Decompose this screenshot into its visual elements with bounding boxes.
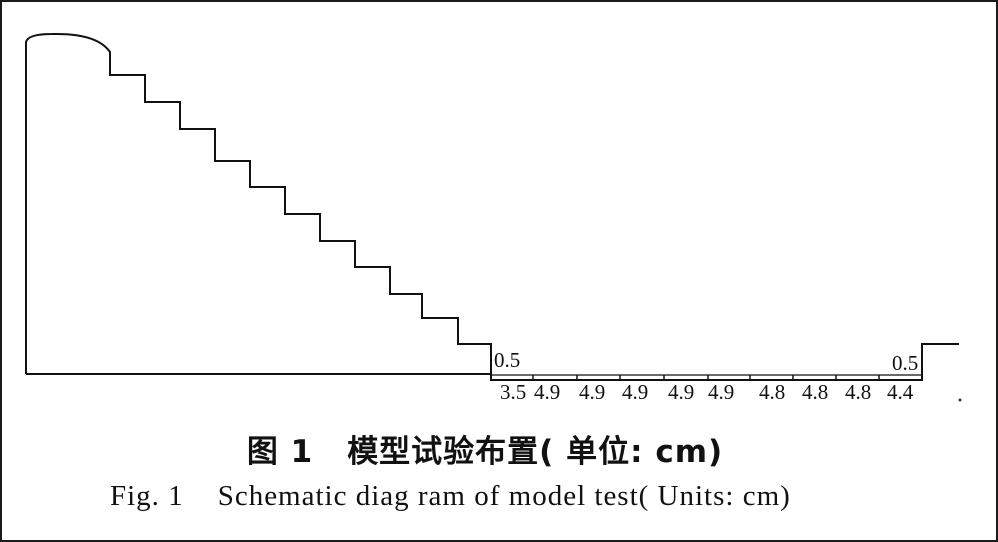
segment-length-label: 4.9 [579, 380, 605, 404]
segment-length-label: 4.8 [845, 380, 871, 404]
segment-length-label: 4.9 [534, 380, 560, 404]
segment-ticks [532, 375, 880, 381]
segment-length-label: 4.9 [668, 380, 694, 404]
caption-chinese: 图 1 模型试验布置( 单位: cm) [2, 426, 982, 471]
caption-en-figure-number: Fig. 1 [110, 480, 184, 512]
segment-length-label: 4.8 [759, 380, 785, 404]
segment-length-label: 4.9 [622, 380, 648, 404]
gap-label-right: 0.5 [892, 351, 918, 375]
caption-cn-title: 模型试验布置( 单位: cm) [347, 434, 724, 470]
segment-length-label: 4.9 [708, 380, 734, 404]
segment-length-label: 4.4 [887, 380, 914, 404]
caption-en-title: Schematic diag ram of model test( Units:… [217, 480, 791, 512]
caption-english: Fig. 1 Schematic diag ram of model test( … [110, 480, 791, 513]
model-outline [25, 32, 959, 381]
segment-labels: 3.5 4.9 4.9 4.9 4.9 4.9 4.8 4.8 4.8 4.4 [500, 380, 914, 404]
segment-length-label: 3.5 [500, 380, 526, 404]
marker-dot [958, 398, 962, 402]
segment-length-label: 4.8 [802, 380, 828, 404]
caption-cn-figure-number: 图 1 [246, 434, 314, 470]
gap-label-left: 0.5 [494, 348, 520, 372]
